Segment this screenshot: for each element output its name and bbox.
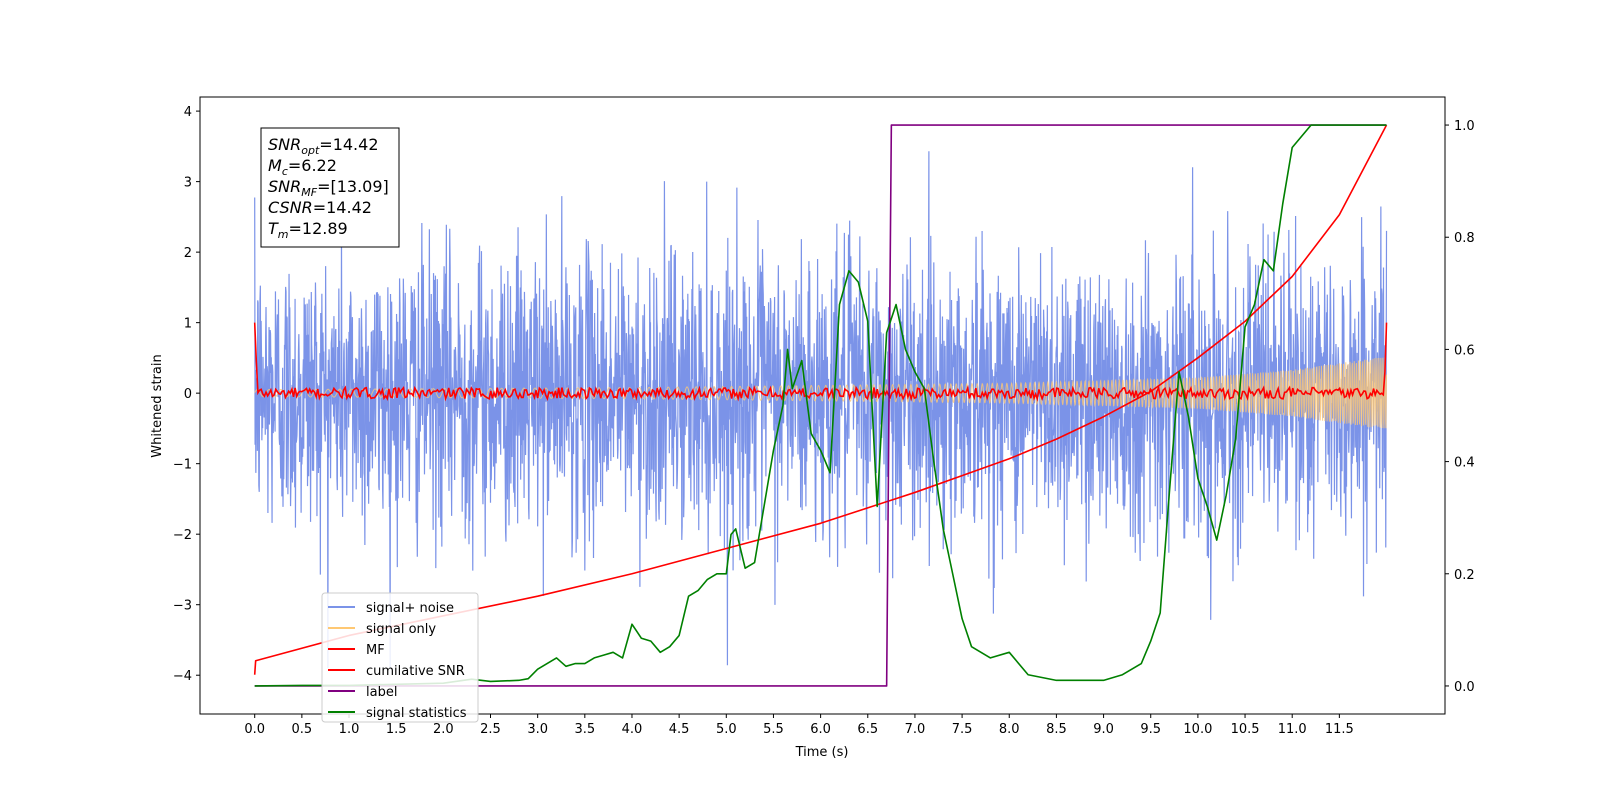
x-tick-label: 4.0	[622, 722, 643, 737]
y-tick-label: 1	[184, 317, 192, 332]
legend-entry-label: cumilative SNR	[366, 664, 465, 679]
x-tick-label: 4.5	[669, 722, 690, 737]
y2-tick-label: 0.4	[1454, 456, 1475, 471]
x-tick-label: 6.0	[810, 722, 831, 737]
y-tick-label: 2	[184, 246, 192, 261]
annotation-line: Mc=6.22	[268, 156, 337, 178]
x-tick-label: 8.0	[999, 722, 1020, 737]
x-tick-label: 11.0	[1278, 722, 1307, 737]
x-tick-label: 7.5	[952, 722, 973, 737]
x-tick-label: 8.5	[1046, 722, 1067, 737]
annotation-frame	[260, 127, 400, 248]
x-tick-label: 10.0	[1183, 722, 1212, 737]
legend-entry-label: MF	[366, 643, 385, 658]
signal-statistics-line	[254, 124, 1387, 687]
y-tick-label: −3	[173, 599, 192, 614]
y-axis-right: 1.0 0.8 0.6 0.4 0.2 0.0	[1445, 119, 1475, 695]
y-tick-label: 4	[184, 105, 192, 120]
legend-entry-label: label	[366, 685, 397, 700]
x-tick-label: 0.0	[244, 722, 265, 737]
y-tick-label: 3	[184, 176, 192, 191]
x-axis: 0.0 0.5 1.0 1.5 2.0 2.5 3.0 3.5 4.0 4.5 5.0 5.5 6.0 6…	[244, 714, 1354, 737]
x-tick-label: 11.5	[1325, 722, 1354, 737]
signal-noise-line	[254, 151, 1388, 669]
label-line	[254, 124, 1387, 687]
x-tick-label: 10.5	[1231, 722, 1260, 737]
stats-annotation-box: SNRopt=14.42Mc=6.22SNRMF=[13.09]CSNR=14.…	[260, 127, 400, 248]
y-tick-label: 0	[184, 387, 192, 402]
y2-tick-label: 0.8	[1454, 231, 1475, 246]
x-tick-label: 9.5	[1140, 722, 1161, 737]
plot-frame	[199, 96, 1446, 715]
x-tick-label: 6.5	[857, 722, 878, 737]
y2-tick-label: 1.0	[1454, 119, 1475, 134]
x-tick-label: 7.0	[905, 722, 926, 737]
y-axis-left: 4 3 2 1 0 −1 −2 −3 −4	[173, 105, 200, 684]
y2-tick-label: 0.0	[1454, 680, 1475, 695]
y-axis-label: Whitened strain	[150, 354, 165, 457]
x-tick-label: 5.5	[763, 722, 784, 737]
y-tick-label: −1	[173, 458, 192, 473]
y2-tick-label: 0.6	[1454, 343, 1475, 358]
x-tick-label: 2.5	[480, 722, 501, 737]
x-tick-label: 9.0	[1093, 722, 1114, 737]
legend: signal+ noise signal only MF cumilative SNR…	[321, 592, 479, 723]
annotation-line: SNRopt=14.42	[268, 135, 379, 157]
x-tick-label: 1.5	[386, 722, 407, 737]
mf-line	[253, 322, 1388, 402]
x-tick-label: 0.5	[292, 722, 313, 737]
x-tick-label: 3.5	[574, 722, 595, 737]
x-tick-label: 3.0	[527, 722, 548, 737]
legend-entry-label: signal+ noise	[366, 601, 454, 616]
x-axis-label: Time (s)	[795, 745, 849, 760]
legend-frame	[321, 592, 479, 723]
legend-entry-label: signal statistics	[366, 706, 467, 721]
legend-entry-label: signal only	[366, 622, 436, 637]
y-tick-label: −2	[173, 528, 192, 543]
annotation-line: Tm=12.89	[268, 219, 348, 241]
annotation-line: CSNR=14.42	[268, 198, 372, 217]
y-tick-label: −4	[173, 669, 192, 684]
x-tick-label: 5.0	[716, 722, 737, 737]
y2-tick-label: 0.2	[1454, 568, 1475, 583]
x-tick-label: 1.0	[339, 722, 360, 737]
x-tick-label: 2.0	[433, 722, 454, 737]
annotation-line: SNRMF=[13.09]	[268, 177, 389, 199]
